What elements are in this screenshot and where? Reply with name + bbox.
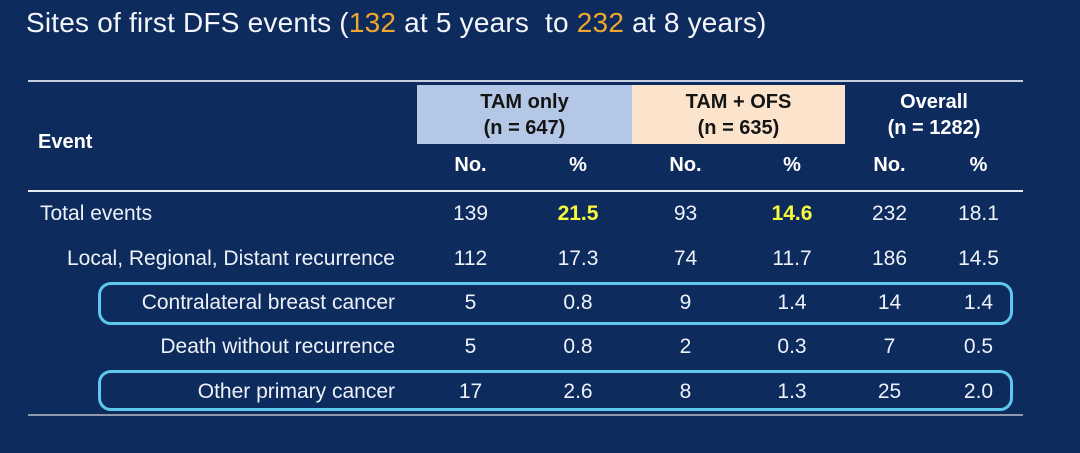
cell-value: 1.3 (777, 379, 807, 403)
cell-value: 17 (458, 379, 483, 403)
cell-value: 14.5 (958, 246, 999, 270)
cell-value: 0.8 (563, 335, 593, 359)
cell-value: 17.3 (557, 246, 599, 270)
cell-value: 5 (464, 335, 477, 359)
cell-value: 0.3 (777, 335, 807, 359)
table-row-3: Contralateral breast cancer 5 0.8 9 1.4 14 1.4 (28, 281, 1023, 325)
cell-value: 2 (679, 335, 692, 359)
row-label: Contralateral breast cancer (141, 290, 395, 314)
table-row-5: Other primary cancer 17 2.6 8 1.3 25 2.0 (28, 370, 1023, 414)
table-row-1: Total events 139 21.5 93 14.6 232 18.1 (28, 192, 1023, 236)
row-label: Other primary cancer (197, 379, 395, 403)
cell-value: 5 (464, 290, 477, 314)
row-label: Total events (40, 202, 153, 226)
group-n-count: (n = 1282) (887, 116, 981, 139)
cell-value-highlighted: 21.5 (557, 202, 599, 226)
title-accent-number: 232 (576, 7, 625, 38)
cell-value: 186 (871, 246, 908, 270)
cell-value: 14 (877, 290, 902, 314)
cell-value: 9 (679, 290, 692, 314)
group-name: TAM only (480, 90, 569, 113)
table-row-4: Death without recurrence 5 0.8 2 0.3 7 0.5 (28, 325, 1023, 369)
table-row-2: Local, Regional, Distant recurrence 112 17… (28, 236, 1023, 280)
column-group-overall: Overall (n = 1282) (845, 85, 1023, 144)
title-segment: Sites of first DFS events ( (26, 7, 349, 38)
cell-value: 74 (673, 246, 698, 270)
title-segment: at 8 years) (624, 7, 767, 38)
cell-value: 232 (871, 202, 908, 226)
subheader-no: No. (669, 154, 702, 176)
group-name: TAM + OFS (685, 90, 792, 113)
cell-value: 93 (673, 202, 698, 226)
subheader-pct: % (969, 154, 988, 176)
cell-value: 0.8 (563, 290, 593, 314)
table-body: Total events 139 21.5 93 14.6 232 18.1 Local, R… (28, 192, 1023, 416)
column-group-tam-plus-ofs: TAM + OFS (n = 635) (632, 85, 845, 144)
cell-value: 2.6 (563, 379, 593, 403)
cell-value: 0.5 (963, 335, 994, 359)
page-title: Sites of first DFS events (132 at 5 year… (26, 7, 767, 39)
subheader-no: No. (454, 154, 487, 176)
cell-value: 7 (883, 335, 896, 359)
title-accent-number: 132 (348, 7, 397, 38)
cell-value-highlighted: 14.6 (771, 202, 813, 226)
cell-value: 11.7 (772, 246, 812, 270)
event-column-header: Event (38, 131, 93, 153)
cell-value: 139 (452, 202, 489, 226)
subheader-pct: % (569, 154, 587, 176)
cell-value: 25 (877, 379, 902, 403)
cell-value: 112 (453, 246, 488, 270)
subheader-spacer (28, 154, 417, 177)
table-header: Event TAM only (n = 647) TAM + OFS (n = … (28, 80, 1023, 192)
dfs-events-table: Event TAM only (n = 647) TAM + OFS (n = … (28, 80, 1023, 416)
subheader-row: No. % No. % No. % (28, 154, 1023, 177)
row-label: Local, Regional, Distant recurrence (66, 246, 395, 270)
row-label: Death without recurrence (160, 335, 395, 359)
cell-value: 1.4 (963, 290, 994, 314)
cell-value: 2.0 (963, 379, 994, 403)
group-n-count: (n = 647) (483, 116, 566, 139)
subheader-no: No. (873, 154, 906, 176)
cell-value: 18.1 (958, 202, 999, 226)
title-segment: at 5 years to (396, 7, 577, 38)
group-name: Overall (900, 90, 968, 113)
cell-value: 1.4 (777, 290, 807, 314)
column-group-tam-only: TAM only (n = 647) (417, 85, 632, 144)
cell-value: 8 (679, 379, 692, 403)
group-n-count: (n = 635) (697, 116, 780, 139)
subheader-pct: % (783, 154, 801, 176)
